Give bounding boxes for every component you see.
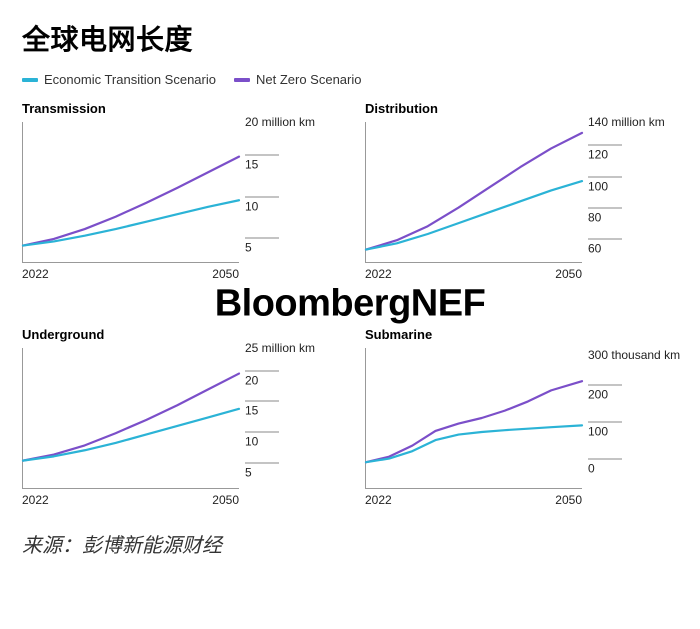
y-axis: 300 thousand km 200 100 0 xyxy=(582,348,678,489)
page: 全球电网长度 Economic Transition Scenario Net … xyxy=(0,0,700,568)
y-tick: 120 xyxy=(588,145,622,162)
y-tick: 80 xyxy=(588,208,622,225)
chart-transmission: Transmission20 million km 15 10 5 2022 2050 xyxy=(22,101,335,281)
y-tick: 20 xyxy=(245,370,279,387)
y-tick: 20 million km xyxy=(245,115,315,129)
y-tick: 100 xyxy=(588,176,622,193)
y-tick: 60 xyxy=(588,239,622,256)
y-axis: 140 million km1201008060 xyxy=(582,122,678,263)
y-tick: 140 million km xyxy=(588,115,665,129)
chart-title: Transmission xyxy=(22,101,335,116)
y-tick: 25 million km xyxy=(245,341,315,355)
plot-area xyxy=(365,348,582,489)
y-tick: 300 thousand km xyxy=(588,348,680,362)
x-tick: 2050 xyxy=(212,493,239,507)
plot-wrap: 300 thousand km 200 100 0 xyxy=(365,348,678,489)
chart-title: Distribution xyxy=(365,101,678,116)
y-tick: 10 xyxy=(245,196,279,213)
plot-wrap: 20 million km15105 xyxy=(22,122,335,263)
x-tick: 2050 xyxy=(555,267,582,281)
x-tick: 2022 xyxy=(22,493,49,507)
legend-label-ets: Economic Transition Scenario xyxy=(44,72,216,87)
y-tick: 200 xyxy=(588,384,622,401)
legend-item-nzs: Net Zero Scenario xyxy=(234,72,362,87)
y-tick: 10 xyxy=(245,431,279,448)
y-tick: 5 xyxy=(245,238,279,255)
chart-title: Underground xyxy=(22,327,335,342)
plot-area xyxy=(22,348,239,489)
x-tick: 2050 xyxy=(555,493,582,507)
charts-grid: BloombergNEF Transmission20 million km 15… xyxy=(22,101,678,507)
watermark: BloombergNEF xyxy=(215,283,486,326)
x-tick: 2022 xyxy=(365,267,392,281)
legend: Economic Transition Scenario Net Zero Sc… xyxy=(22,72,678,87)
page-title: 全球电网长度 xyxy=(22,18,678,58)
y-tick: 15 xyxy=(245,401,279,418)
series-line xyxy=(23,409,239,461)
plot-area xyxy=(22,122,239,263)
legend-swatch-nzs xyxy=(234,78,250,82)
chart-underground: Underground25 million km 20 15 10 5 2022 2050 xyxy=(22,327,335,507)
plot-wrap: 25 million km2015105 xyxy=(22,348,335,489)
chart-distribution: Distribution140 million km 120 100 80 60 2022… xyxy=(365,101,678,281)
x-tick: 2050 xyxy=(212,267,239,281)
series-line xyxy=(23,157,239,246)
x-axis: 2022 2050 xyxy=(22,493,335,507)
x-axis: 2022 2050 xyxy=(22,267,335,281)
x-axis: 2022 2050 xyxy=(365,267,678,281)
series-line xyxy=(366,381,582,462)
y-tick: 5 xyxy=(245,462,279,479)
y-axis: 20 million km15105 xyxy=(239,122,335,263)
y-axis: 25 million km2015105 xyxy=(239,348,335,489)
x-axis: 2022 2050 xyxy=(365,493,678,507)
legend-item-ets: Economic Transition Scenario xyxy=(22,72,216,87)
y-tick: 0 xyxy=(588,458,622,475)
y-tick: 100 xyxy=(588,421,622,438)
series-line xyxy=(366,425,582,462)
y-tick: 15 xyxy=(245,155,279,172)
legend-swatch-ets xyxy=(22,78,38,82)
x-tick: 2022 xyxy=(365,493,392,507)
legend-label-nzs: Net Zero Scenario xyxy=(256,72,362,87)
source-label: 来源：彭博新能源财经 xyxy=(22,529,678,558)
chart-submarine: Submarine 300 thousand km 200 100 0 2022 2050 xyxy=(365,327,678,507)
x-tick: 2022 xyxy=(22,267,49,281)
plot-area xyxy=(365,122,582,263)
chart-title: Submarine xyxy=(365,327,678,342)
plot-wrap: 140 million km1201008060 xyxy=(365,122,678,263)
